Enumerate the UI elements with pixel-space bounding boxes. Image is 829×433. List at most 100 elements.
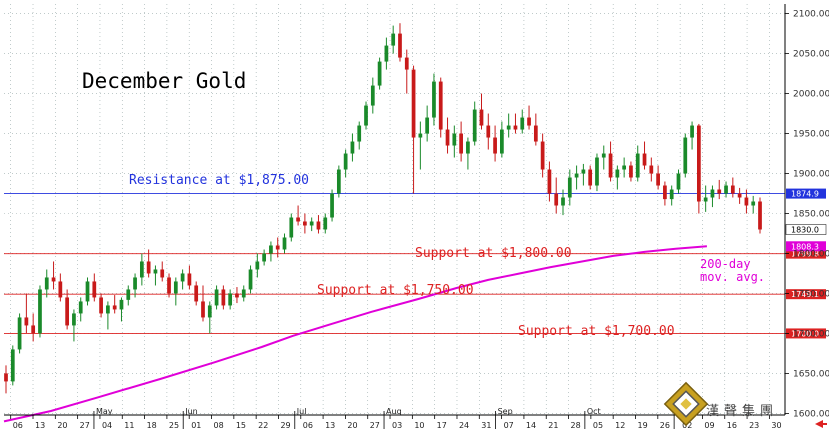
y-tick-label: 1650.00: [793, 369, 829, 379]
level-lines: 1874.9 1799.8 1749.1 1700.0 1830.0: [4, 188, 827, 339]
candle-body: [445, 129, 450, 146]
candle-body: [581, 169, 586, 174]
x-tick-label: 12: [615, 421, 625, 430]
candle-body: [65, 297, 70, 326]
support-1800-label: Support at $1,800.00: [415, 246, 572, 261]
ma-tag-label: 1808.3: [791, 242, 819, 251]
candle-body: [214, 289, 219, 306]
candle-body: [744, 197, 749, 206]
candle-body: [567, 177, 572, 198]
candle-body: [289, 217, 294, 238]
candle-body: [85, 281, 90, 302]
candle-body: [629, 165, 633, 178]
x-tick-label: 26: [660, 421, 670, 430]
ma-tag: [786, 241, 826, 252]
candle-body: [126, 289, 131, 300]
candle-body: [642, 153, 647, 166]
candle-body: [282, 237, 287, 250]
candle-body: [4, 373, 8, 382]
level-tag-label: 1874.9: [791, 190, 819, 199]
grid-lines: [4, 4, 785, 415]
x-tick-label: 27: [370, 421, 380, 430]
candle-body: [350, 141, 355, 154]
x-tick-label: 13: [325, 421, 335, 430]
candle-body: [561, 197, 565, 206]
month-label: Oct: [587, 407, 601, 416]
candle-body: [608, 153, 613, 178]
candle-body: [275, 245, 280, 250]
candle-body: [187, 273, 192, 286]
candle-body: [391, 33, 396, 46]
y-tick-label: 2100.00: [793, 10, 829, 20]
x-tick-label: 23: [749, 421, 759, 430]
candle-body: [207, 305, 212, 318]
candle-body: [17, 317, 22, 350]
candle-body: [160, 269, 165, 278]
x-tick-label: 20: [347, 421, 357, 430]
y-tick-label: 1950.00: [793, 130, 829, 140]
candle-body: [710, 189, 715, 198]
candle-body: [370, 85, 375, 106]
x-tick-label: 20: [57, 421, 67, 430]
y-tick-label: 1700.00: [793, 329, 829, 339]
logo-text: 漢聲集團: [706, 403, 778, 419]
x-tick-label: 03: [392, 421, 402, 430]
x-tick-label: 04: [102, 421, 112, 430]
candle-body: [533, 125, 538, 142]
candle-body: [622, 165, 627, 170]
candle-body: [323, 217, 328, 230]
level-tag: [786, 328, 826, 339]
candle-body: [438, 81, 443, 130]
x-tick-label: 31: [481, 421, 491, 430]
y-tick-label: 1750.00: [793, 289, 829, 299]
candle-body: [228, 293, 233, 306]
candle-body: [24, 317, 29, 326]
candle-body: [432, 81, 436, 118]
candle-body: [58, 281, 63, 298]
candle-body: [425, 117, 430, 134]
candle-body: [690, 125, 694, 138]
candle-body: [153, 269, 158, 274]
y-axis: 2100.00 2050.00 2000.00 1950.00 1900.00 1850.…: [784, 4, 829, 419]
x-tick-label: 06: [303, 421, 313, 430]
candle-body: [146, 261, 151, 274]
candle-body: [554, 193, 559, 206]
x-tick-label: 28: [571, 421, 581, 430]
month-label: May: [96, 407, 113, 416]
x-tick-label: 24: [459, 421, 469, 430]
month-label: Aug: [386, 407, 402, 416]
candle-body: [717, 189, 722, 194]
candle-body: [99, 297, 103, 314]
level-tag-label: 1749.1: [791, 290, 819, 299]
level-tag: [786, 289, 826, 300]
resistance-label: Resistance at $1,875.00: [129, 173, 309, 188]
ma-label-line1: 200-day: [700, 257, 751, 271]
candle-body: [262, 253, 266, 262]
x-tick-label: 14: [526, 421, 536, 430]
x-tick-label: 08: [214, 421, 224, 430]
logo-diamond-icon: [663, 381, 709, 427]
candle-body: [78, 301, 83, 314]
candle-body: [248, 269, 253, 290]
candle-body: [411, 69, 416, 138]
candle-body: [479, 109, 484, 126]
x-tick-label: 17: [437, 421, 447, 430]
candle-body: [51, 277, 56, 282]
candle-body: [730, 185, 735, 194]
candle-body: [595, 157, 599, 186]
y-tick-label: 1600.00: [793, 409, 829, 419]
support-1750-label: Support at $1,750.00: [317, 283, 474, 298]
last-price-label: 1830.0: [791, 225, 819, 234]
candle-body: [112, 305, 117, 310]
month-label: Sep: [498, 407, 513, 416]
candle-body: [418, 133, 423, 138]
candle-body: [500, 129, 504, 154]
candle-body: [398, 33, 402, 58]
x-tick-label: 16: [727, 421, 737, 430]
candle-body: [194, 285, 199, 302]
candle-body: [269, 245, 273, 254]
x-tick-label: 10: [414, 421, 424, 430]
candle-body: [703, 197, 708, 202]
x-tick-label: 05: [593, 421, 603, 430]
